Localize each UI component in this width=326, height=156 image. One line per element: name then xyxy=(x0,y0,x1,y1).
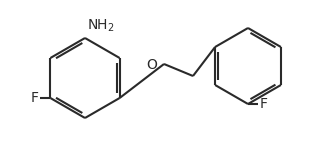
Text: F: F xyxy=(30,91,38,105)
Text: O: O xyxy=(146,58,157,72)
Text: NH$_2$: NH$_2$ xyxy=(87,18,115,34)
Text: F: F xyxy=(260,97,268,111)
